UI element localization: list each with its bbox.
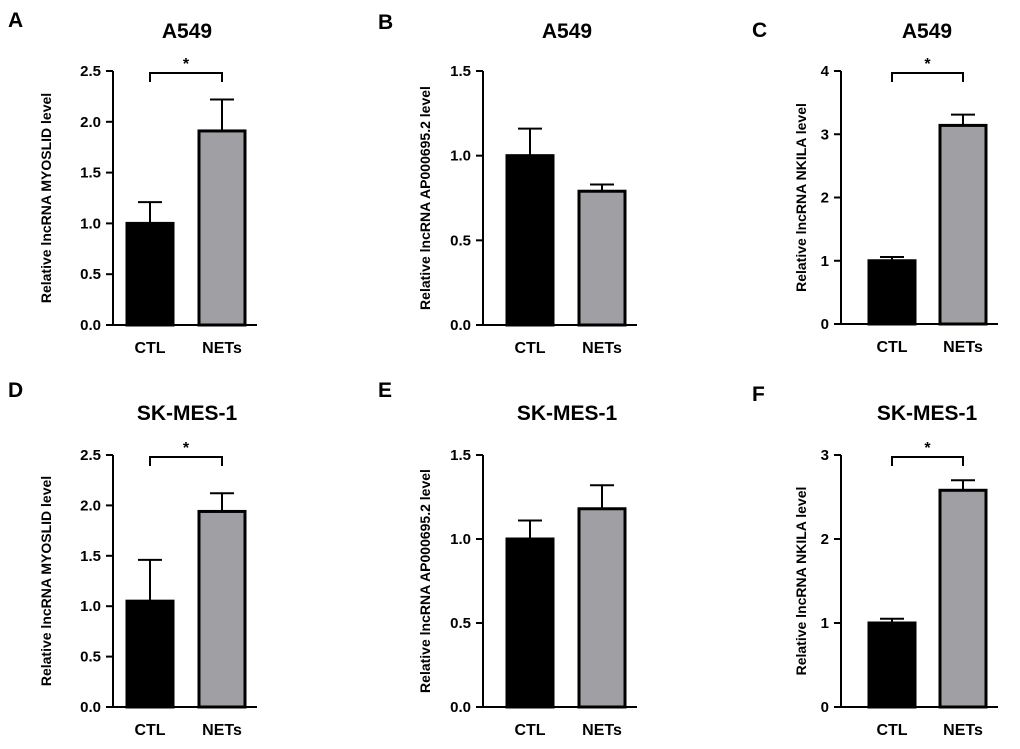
y-axis-label: Relative lncRNA AP000695.2 level — [417, 86, 433, 310]
bar-ctl — [867, 621, 917, 709]
chart-title: A549 — [162, 20, 212, 43]
y-tick-label: 1.0 — [450, 148, 471, 165]
y-tick-label: 2 — [821, 531, 829, 548]
panel-letter: B — [378, 11, 393, 34]
bar-nets — [938, 488, 988, 709]
bar-nets — [197, 509, 247, 709]
y-tick-label: 1.5 — [450, 447, 471, 464]
y-axis-label: Relative lncRNA AP000695.2 level — [417, 469, 433, 693]
bar-ctl — [125, 599, 175, 709]
y-tick-label: 1.5 — [80, 165, 101, 182]
x-tick-label: CTL — [134, 722, 165, 739]
y-tick-label: 1.5 — [450, 63, 471, 80]
y-tick-label: 0.0 — [450, 699, 471, 716]
y-tick-label: 1 — [821, 615, 829, 632]
x-tick-label: CTL — [514, 340, 545, 357]
x-tick-label: CTL — [876, 722, 907, 739]
chart-title: SK-MES-1 — [517, 402, 618, 425]
panel-letter: A — [8, 9, 23, 32]
x-tick-label: CTL — [134, 340, 165, 357]
x-tick-label: NETs — [202, 340, 242, 357]
x-tick-label: CTL — [876, 339, 907, 356]
panel-letter: E — [378, 379, 392, 402]
y-tick-label: 1.5 — [80, 548, 101, 565]
significance-bracket — [149, 72, 223, 82]
y-axis-label: Relative lncRNA MYOSLID level — [38, 476, 54, 686]
significance-bracket — [891, 72, 964, 82]
bar-ctl — [867, 259, 917, 326]
y-tick-label: 3 — [821, 447, 829, 464]
x-tick-label: NETs — [582, 722, 622, 739]
panel-b: B A549 Relative lncRNA AP000695.2 level CTL… — [378, 11, 637, 357]
significance-marker: * — [183, 56, 190, 73]
panel-letter: F — [752, 383, 765, 406]
bar-nets — [197, 129, 247, 327]
panel-d: D SK-MES-1 Relative lncRNA MYOSLID level CT… — [8, 379, 257, 739]
chart-title: SK-MES-1 — [137, 402, 238, 425]
y-tick-label: 0 — [821, 699, 829, 716]
y-tick-label: 0.5 — [450, 232, 471, 249]
x-tick-label: NETs — [582, 340, 622, 357]
bar-nets — [577, 189, 627, 327]
chart-title: A549 — [542, 20, 592, 43]
y-tick-label: 4 — [821, 63, 830, 80]
significance-marker: * — [924, 56, 931, 73]
bar-ctl — [125, 221, 175, 327]
panel-e: E SK-MES-1 Relative lncRNA AP000695.2 leve… — [378, 379, 637, 739]
x-tick-label: NETs — [202, 722, 242, 739]
y-tick-label: 0.0 — [450, 317, 471, 334]
bar-nets — [577, 507, 627, 709]
y-axis-label: Relative lncRNA NKILA level — [793, 487, 809, 676]
y-tick-label: 1.0 — [450, 531, 471, 548]
significance-bracket — [891, 456, 964, 466]
y-tick-label: 2.5 — [80, 447, 101, 464]
y-tick-label: 2.0 — [80, 114, 101, 131]
chart-title: A549 — [902, 20, 952, 43]
y-tick-label: 0.5 — [80, 266, 101, 283]
y-tick-label: 2 — [821, 190, 829, 207]
y-tick-label: 3 — [821, 126, 829, 143]
y-tick-label: 2.0 — [80, 497, 101, 514]
panel-c: C A549 Relative lncRNA NKILA level CTL NETs 0… — [752, 19, 998, 356]
y-tick-label: 1.0 — [80, 215, 101, 232]
y-tick-label: 0.0 — [80, 317, 101, 334]
y-axis-label: Relative lncRNA MYOSLID level — [38, 93, 54, 303]
y-tick-label: 0 — [821, 316, 829, 333]
panel-a: A A549 Relative lncRNA MYOSLID level CTL NET… — [8, 9, 257, 357]
bar-nets — [938, 123, 988, 326]
y-tick-label: 2.5 — [80, 63, 101, 80]
x-tick-label: NETs — [943, 339, 983, 356]
significance-marker: * — [183, 440, 190, 457]
bar-ctl — [505, 154, 555, 327]
x-tick-label: CTL — [514, 722, 545, 739]
y-tick-label: 1 — [821, 253, 829, 270]
panel-letter: C — [752, 19, 767, 42]
y-tick-label: 0.5 — [80, 649, 101, 666]
y-tick-label: 1.0 — [80, 598, 101, 615]
panel-letter: D — [8, 379, 23, 402]
panel-f: F SK-MES-1 Relative lncRNA NKILA level CTL N… — [752, 383, 998, 739]
y-tick-label: 0.5 — [450, 615, 471, 632]
significance-marker: * — [924, 440, 931, 457]
significance-bracket — [149, 456, 223, 466]
chart-title: SK-MES-1 — [877, 402, 978, 425]
y-axis-label: Relative lncRNA NKILA level — [793, 103, 809, 292]
x-tick-label: NETs — [943, 722, 983, 739]
y-tick-label: 0.0 — [80, 699, 101, 716]
bar-ctl — [505, 537, 555, 709]
